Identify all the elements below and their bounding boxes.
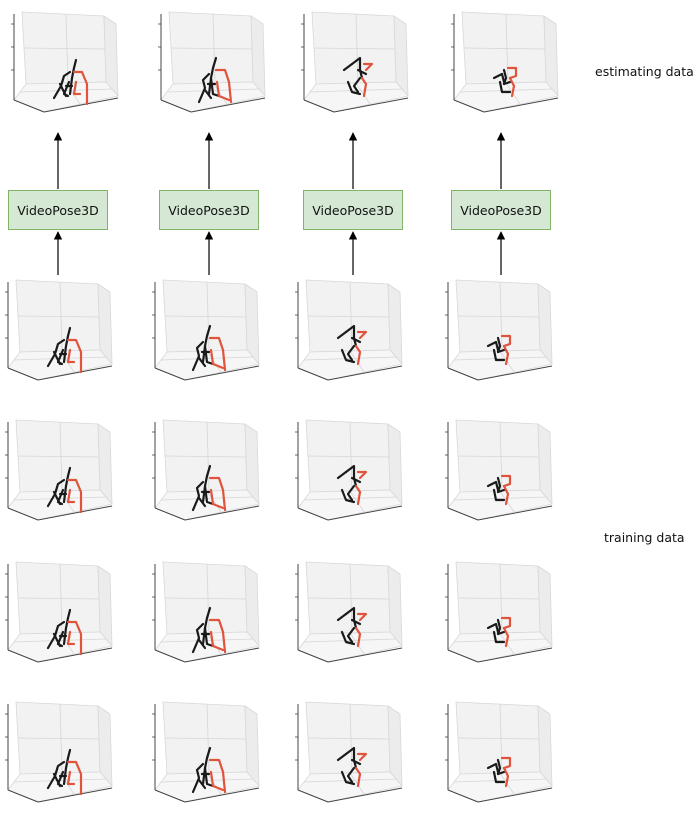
training-r1-pane-3: [445, 419, 553, 521]
training-r0-skeleton-3: [486, 334, 512, 366]
estimating-pane-2: [301, 11, 409, 113]
estimating-pane-0: [11, 11, 119, 113]
training-r2-skeleton-3: [486, 616, 512, 648]
estimating-pane-1: [158, 11, 266, 113]
training-r2-pane-3: [445, 561, 553, 663]
training-r0-pane-2: [295, 279, 403, 381]
training-r1-skeleton-3: [486, 474, 512, 506]
training-r2-skeleton-2: [336, 606, 368, 648]
training-r3-pane-2: [295, 701, 403, 803]
training-r3-skeleton-2: [336, 746, 368, 788]
training-r3-pane-3: [445, 701, 553, 803]
training-r0-pane-1: [152, 279, 260, 381]
training-r1-pane-2: [295, 419, 403, 521]
training-r1-pane-0: [5, 419, 113, 521]
training-r3-pane-1: [152, 701, 260, 803]
model-box-3: VideoPose3D: [451, 190, 551, 230]
training-r3-skeleton-3: [486, 756, 512, 788]
training-r0-pane-3: [445, 279, 553, 381]
training-r3-skeleton-0: [46, 748, 83, 796]
model-box-1: VideoPose3D: [159, 190, 259, 230]
training-r1-pane-1: [152, 419, 260, 521]
training-r2-skeleton-0: [46, 608, 83, 656]
training-r2-pane-0: [5, 561, 113, 663]
estimating-skeleton-2: [342, 56, 374, 98]
estimating-data-label: estimating data: [595, 64, 694, 79]
training-r1-skeleton-0: [46, 466, 83, 514]
training-r3-pane-0: [5, 701, 113, 803]
training-r0-pane-0: [5, 279, 113, 381]
estimating-skeleton-3: [492, 66, 518, 98]
plots-layer: [5, 11, 559, 803]
model-box-0: VideoPose3D: [8, 190, 108, 230]
estimating-pane-3: [451, 11, 559, 113]
training-r2-skeleton-1: [191, 606, 227, 654]
training-r0-skeleton-1: [191, 324, 227, 372]
training-r2-pane-2: [295, 561, 403, 663]
estimating-skeleton-1: [197, 56, 233, 104]
training-r0-skeleton-0: [46, 326, 83, 374]
estimating-skeleton-0: [52, 58, 89, 106]
training-r2-pane-1: [152, 561, 260, 663]
model-box-2: VideoPose3D: [303, 190, 403, 230]
training-data-label: training data: [604, 530, 685, 545]
training-r1-skeleton-2: [336, 464, 368, 506]
arrows-layer: [53, 132, 506, 275]
training-r0-skeleton-2: [336, 324, 368, 366]
training-r3-skeleton-1: [191, 746, 227, 794]
training-r1-skeleton-1: [191, 464, 227, 512]
